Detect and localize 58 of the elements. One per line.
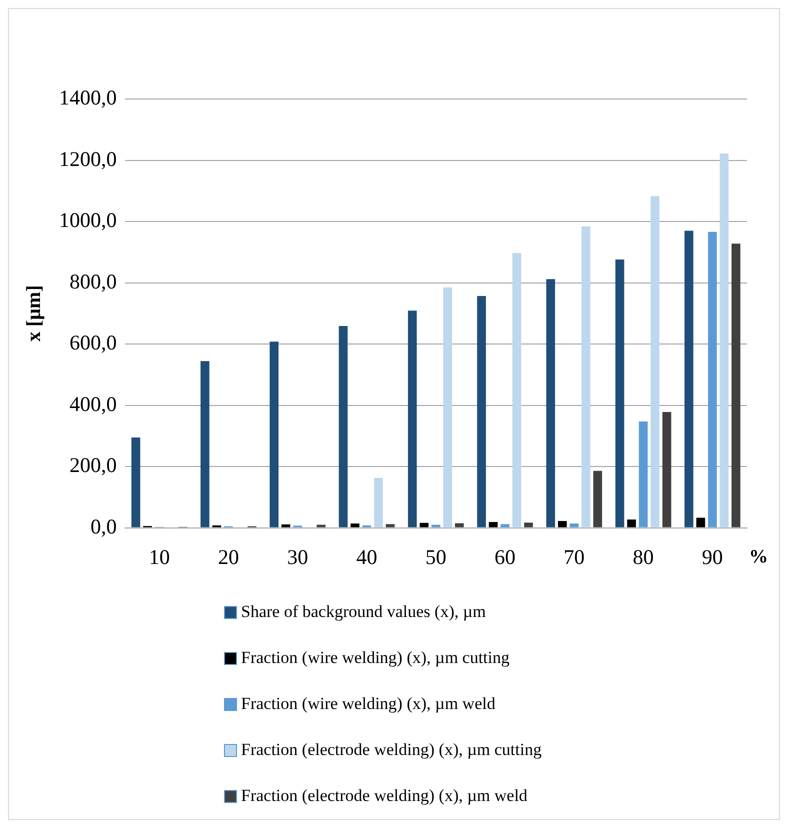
bar [512, 253, 522, 528]
legend-label: Share of background values (x), µm [241, 602, 486, 622]
legend-label: Fraction (wire welding) (x), µm weld [241, 694, 496, 714]
x-tick-label: 40 [356, 544, 378, 569]
y-axis-title: x [µm] [23, 285, 46, 342]
y-tick-label: 600,0 [70, 330, 117, 355]
bar [638, 422, 648, 528]
bar [732, 244, 740, 528]
bar [477, 296, 486, 528]
bar [350, 524, 360, 528]
x-tick-label: 30 [287, 544, 308, 569]
bar [627, 520, 636, 528]
bar [386, 524, 395, 528]
y-tick-label: 200,0 [70, 453, 117, 478]
bar [720, 154, 729, 528]
bar [582, 226, 590, 528]
bar [338, 326, 348, 528]
y-tick-label: 800,0 [70, 269, 117, 294]
x-tick-label: 10 [148, 544, 170, 569]
legend-label: Fraction (wire welding) (x), µm cutting [241, 648, 510, 668]
y-tick-label: 400,0 [70, 392, 117, 416]
bar [488, 522, 498, 528]
bar [650, 196, 660, 528]
bar [200, 361, 210, 528]
x-axis-title: % [749, 546, 768, 568]
x-tick-label: 70 [564, 544, 585, 569]
bar [558, 521, 567, 528]
bar [281, 524, 290, 528]
y-tick-label: 1000,0 [59, 208, 117, 232]
bar [454, 523, 464, 528]
bar [708, 232, 717, 528]
bar [546, 279, 556, 528]
bar [374, 478, 383, 528]
x-tick-label: 80 [632, 544, 654, 569]
bar [524, 522, 533, 528]
x-tick-label: 20 [218, 544, 239, 569]
x-tick-label: 60 [494, 544, 516, 569]
bar [500, 524, 510, 528]
x-tick-label: 90 [702, 544, 723, 569]
bar [431, 524, 440, 528]
bar [316, 524, 326, 528]
bar [696, 518, 706, 528]
bar [570, 524, 579, 528]
bar [443, 287, 452, 528]
bar [131, 437, 140, 528]
y-tick-label: 0,0 [90, 514, 117, 538]
x-tick-label: 50 [425, 544, 446, 569]
y-tick-label: 1400,0 [59, 86, 117, 110]
legend-label: Fraction (electrode welding) (x), µm cutting [241, 740, 542, 760]
bar [420, 522, 429, 528]
y-tick-label: 1200,0 [59, 146, 117, 171]
bar [593, 470, 602, 528]
legend-label: Fraction (electrode welding) (x), µm weld [241, 786, 528, 806]
bar [615, 259, 624, 528]
bar [270, 342, 278, 528]
bar [684, 230, 694, 528]
bar [408, 310, 417, 528]
bar [662, 412, 672, 528]
